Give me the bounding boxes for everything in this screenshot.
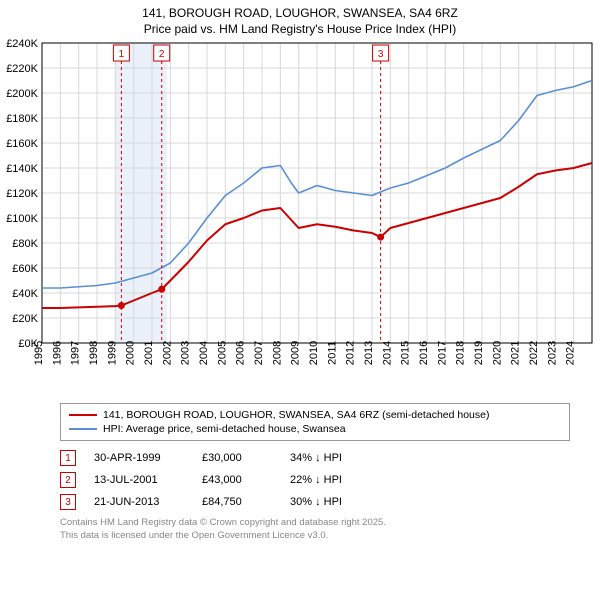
annotation-table: 1 30-APR-1999 £30,000 34% ↓ HPI 2 13-JUL-2001… — [60, 447, 570, 513]
svg-text:2: 2 — [159, 49, 165, 60]
svg-text:1995: 1995 — [33, 341, 45, 365]
svg-text:£140K: £140K — [6, 163, 38, 175]
svg-text:2013: 2013 — [363, 341, 375, 365]
svg-text:2003: 2003 — [180, 341, 192, 365]
chart-container: 141, BOROUGH ROAD, LOUGHOR, SWANSEA, SA4… — [0, 0, 600, 590]
svg-text:2014: 2014 — [381, 341, 393, 365]
annotation-marker: 1 — [60, 450, 76, 466]
svg-text:2001: 2001 — [143, 341, 155, 365]
svg-text:2008: 2008 — [271, 341, 283, 365]
legend-item: HPI: Average price, semi-detached house,… — [69, 422, 561, 436]
annotation-price: £43,000 — [202, 474, 272, 486]
svg-text:2009: 2009 — [290, 341, 302, 365]
svg-text:2023: 2023 — [546, 341, 558, 365]
svg-text:£20K: £20K — [12, 313, 38, 325]
svg-text:1999: 1999 — [106, 341, 118, 365]
svg-text:2024: 2024 — [565, 341, 577, 365]
svg-text:£120K: £120K — [6, 188, 38, 200]
annotation-row: 2 13-JUL-2001 £43,000 22% ↓ HPI — [60, 469, 570, 491]
svg-text:£220K: £220K — [6, 63, 38, 75]
svg-text:2005: 2005 — [216, 341, 228, 365]
annotation-marker: 3 — [60, 494, 76, 510]
chart-area: £0K£20K£40K£60K£80K£100K£120K£140K£160K£… — [36, 39, 592, 395]
annotation-row: 3 21-JUN-2013 £84,750 30% ↓ HPI — [60, 491, 570, 513]
svg-text:£180K: £180K — [6, 113, 38, 125]
svg-text:2016: 2016 — [418, 341, 430, 365]
annotation-price: £84,750 — [202, 496, 272, 508]
legend-label: 141, BOROUGH ROAD, LOUGHOR, SWANSEA, SA4… — [103, 409, 489, 421]
legend: 141, BOROUGH ROAD, LOUGHOR, SWANSEA, SA4… — [60, 403, 570, 441]
svg-text:1997: 1997 — [70, 341, 82, 365]
svg-text:£80K: £80K — [12, 238, 38, 250]
annotation-pct: 30% ↓ HPI — [290, 496, 380, 508]
annotation-marker: 2 — [60, 472, 76, 488]
annotation-price: £30,000 — [202, 452, 272, 464]
svg-text:1996: 1996 — [51, 341, 63, 365]
annotation-date: 21-JUN-2013 — [94, 496, 184, 508]
svg-text:1998: 1998 — [88, 341, 100, 365]
footer-line2: This data is licensed under the Open Gov… — [60, 530, 570, 542]
chart-title: 141, BOROUGH ROAD, LOUGHOR, SWANSEA, SA4… — [0, 0, 600, 39]
svg-text:2004: 2004 — [198, 341, 210, 365]
svg-text:£40K: £40K — [12, 288, 38, 300]
legend-swatch — [69, 414, 97, 416]
svg-text:£240K: £240K — [6, 38, 38, 50]
title-line2: Price paid vs. HM Land Registry's House … — [10, 22, 590, 38]
svg-text:2000: 2000 — [125, 341, 137, 365]
svg-text:1: 1 — [119, 49, 125, 60]
svg-text:2002: 2002 — [161, 341, 173, 365]
svg-text:£100K: £100K — [6, 213, 38, 225]
svg-text:2021: 2021 — [510, 341, 522, 365]
svg-text:2022: 2022 — [528, 341, 540, 365]
svg-text:2012: 2012 — [345, 341, 357, 365]
legend-item: 141, BOROUGH ROAD, LOUGHOR, SWANSEA, SA4… — [69, 408, 561, 422]
annotation-row: 1 30-APR-1999 £30,000 34% ↓ HPI — [60, 447, 570, 469]
svg-text:2017: 2017 — [436, 341, 448, 365]
svg-text:2007: 2007 — [253, 341, 265, 365]
svg-text:£60K: £60K — [12, 263, 38, 275]
title-line1: 141, BOROUGH ROAD, LOUGHOR, SWANSEA, SA4… — [10, 6, 590, 22]
legend-label: HPI: Average price, semi-detached house,… — [103, 423, 346, 435]
svg-text:2020: 2020 — [491, 341, 503, 365]
svg-text:£200K: £200K — [6, 88, 38, 100]
footer-attribution: Contains HM Land Registry data © Crown c… — [60, 517, 570, 542]
annotation-pct: 34% ↓ HPI — [290, 452, 380, 464]
svg-text:2018: 2018 — [455, 341, 467, 365]
svg-text:3: 3 — [378, 49, 384, 60]
svg-text:2015: 2015 — [400, 341, 412, 365]
svg-text:£160K: £160K — [6, 138, 38, 150]
svg-text:2010: 2010 — [308, 341, 320, 365]
line-chart-svg: £0K£20K£40K£60K£80K£100K£120K£140K£160K£… — [36, 39, 592, 395]
footer-line1: Contains HM Land Registry data © Crown c… — [60, 517, 570, 529]
legend-swatch — [69, 428, 97, 430]
annotation-date: 13-JUL-2001 — [94, 474, 184, 486]
svg-text:2006: 2006 — [235, 341, 247, 365]
svg-text:2011: 2011 — [326, 341, 338, 365]
annotation-pct: 22% ↓ HPI — [290, 474, 380, 486]
annotation-date: 30-APR-1999 — [94, 452, 184, 464]
svg-text:2019: 2019 — [473, 341, 485, 365]
